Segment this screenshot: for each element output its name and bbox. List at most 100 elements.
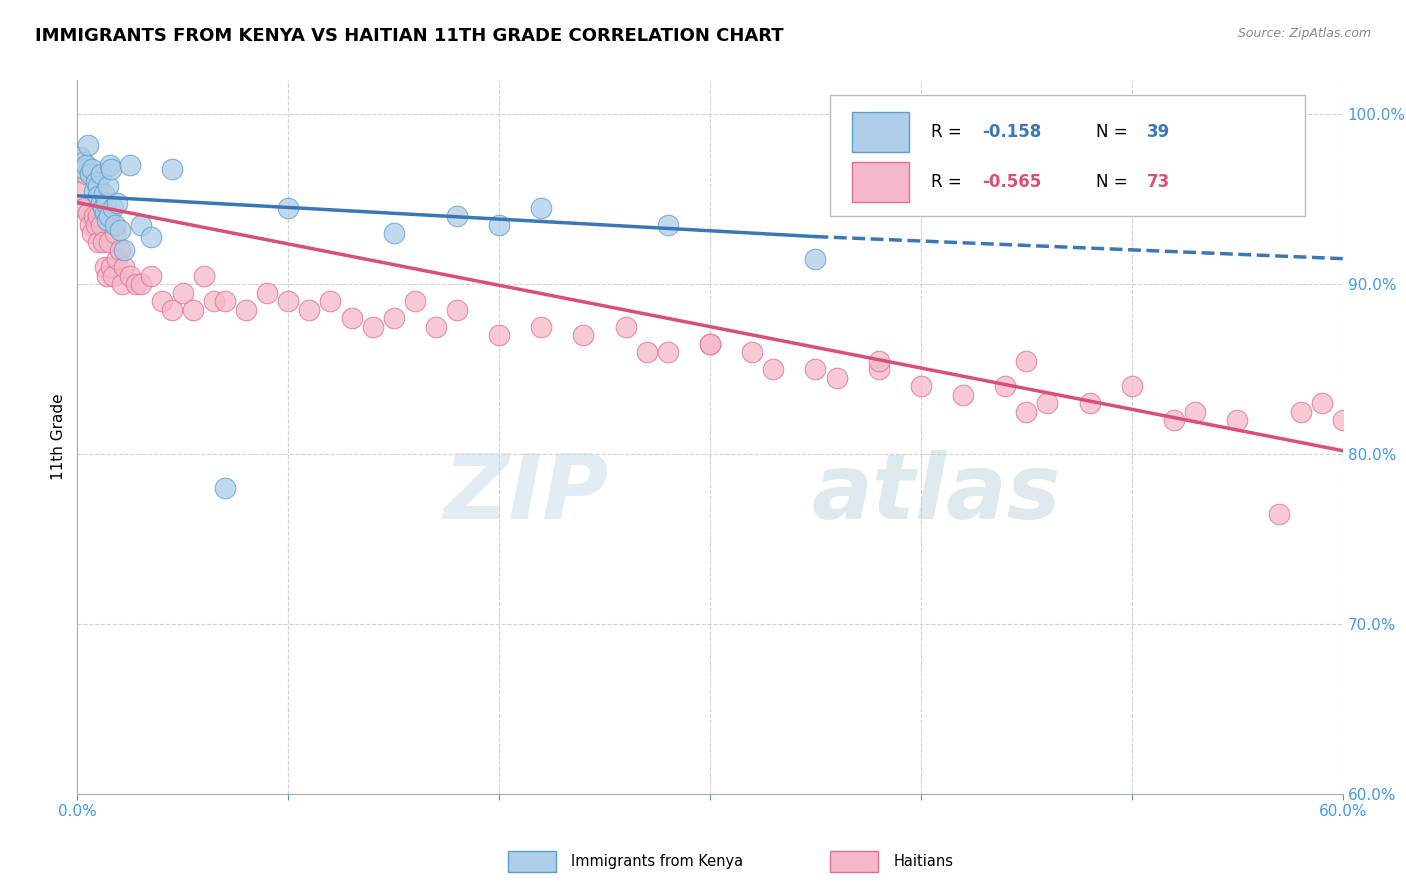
FancyBboxPatch shape <box>830 851 879 872</box>
Text: 73: 73 <box>1147 173 1170 191</box>
Y-axis label: 11th Grade: 11th Grade <box>51 393 66 481</box>
Point <box>382 311 405 326</box>
Point <box>111 277 132 292</box>
Point <box>103 201 124 215</box>
Text: N =: N = <box>1097 173 1133 191</box>
Point <box>340 311 363 326</box>
Point <box>1289 404 1312 418</box>
Text: Source: ZipAtlas.com: Source: ZipAtlas.com <box>1237 27 1371 40</box>
Text: Haitians: Haitians <box>894 855 953 869</box>
Point <box>100 161 122 176</box>
Text: N =: N = <box>1097 123 1133 141</box>
Point <box>952 387 974 401</box>
Point <box>614 319 637 334</box>
Point <box>73 201 96 215</box>
Point <box>1078 396 1101 410</box>
Point <box>1268 507 1291 521</box>
Text: ZIP: ZIP <box>443 450 609 538</box>
Text: R =: R = <box>932 173 967 191</box>
Point <box>90 195 111 210</box>
Point <box>162 161 183 176</box>
Point <box>129 277 152 292</box>
Point <box>256 285 278 300</box>
Point <box>1121 379 1143 393</box>
Point <box>76 206 98 220</box>
Point <box>425 319 447 334</box>
Point <box>235 302 257 317</box>
Point <box>93 206 115 220</box>
Point <box>141 229 162 244</box>
Point <box>125 277 148 292</box>
Point <box>104 218 127 232</box>
Point <box>319 294 342 309</box>
Point <box>72 154 94 169</box>
Point <box>162 302 183 317</box>
Point <box>1310 396 1333 410</box>
Point <box>129 218 152 232</box>
Point <box>76 137 98 152</box>
Point <box>361 319 384 334</box>
Point <box>193 268 215 283</box>
Text: -0.158: -0.158 <box>983 123 1042 141</box>
Point <box>83 184 105 198</box>
Point <box>825 370 848 384</box>
FancyBboxPatch shape <box>830 95 1305 216</box>
Point <box>868 362 890 376</box>
Point <box>98 209 120 223</box>
Point <box>87 209 110 223</box>
Point <box>69 150 91 164</box>
Point <box>112 243 135 257</box>
Point <box>87 189 110 203</box>
Point <box>96 212 118 227</box>
Point <box>90 167 111 181</box>
Point <box>80 161 103 176</box>
FancyBboxPatch shape <box>508 851 555 872</box>
Point <box>488 328 510 343</box>
Point <box>741 345 763 359</box>
Point <box>214 481 236 495</box>
Point <box>108 243 131 257</box>
Point <box>657 345 679 359</box>
Point <box>868 353 890 368</box>
Point <box>107 252 129 266</box>
Point <box>104 226 127 240</box>
Point <box>636 345 658 359</box>
Point <box>100 260 122 275</box>
Point <box>93 187 115 202</box>
Text: Immigrants from Kenya: Immigrants from Kenya <box>571 855 742 869</box>
Point <box>446 209 468 223</box>
Point <box>530 201 553 215</box>
FancyBboxPatch shape <box>852 112 908 152</box>
Point <box>172 285 194 300</box>
Point <box>530 319 553 334</box>
Point <box>150 294 173 309</box>
Text: IMMIGRANTS FROM KENYA VS HAITIAN 11TH GRADE CORRELATION CHART: IMMIGRANTS FROM KENYA VS HAITIAN 11TH GR… <box>35 27 783 45</box>
Point <box>73 161 96 176</box>
Point <box>86 175 108 189</box>
Point <box>94 195 117 210</box>
Point <box>994 379 1017 393</box>
Point <box>83 209 105 223</box>
Text: 39: 39 <box>1147 123 1170 141</box>
Point <box>75 158 97 172</box>
Point <box>87 178 110 193</box>
Text: atlas: atlas <box>811 450 1060 538</box>
Point <box>572 328 595 343</box>
Point <box>214 294 236 309</box>
Point <box>657 218 679 232</box>
FancyBboxPatch shape <box>852 162 908 202</box>
Point <box>80 226 103 240</box>
Point <box>183 302 205 317</box>
Point <box>97 178 120 193</box>
Point <box>1184 404 1206 418</box>
Point <box>204 294 226 309</box>
Point <box>1163 413 1185 427</box>
Point <box>277 201 299 215</box>
Point <box>79 167 101 181</box>
Point <box>1226 413 1249 427</box>
Point <box>488 218 510 232</box>
Point <box>1036 396 1059 410</box>
Point <box>446 302 468 317</box>
Point <box>86 218 108 232</box>
Point <box>103 268 124 283</box>
